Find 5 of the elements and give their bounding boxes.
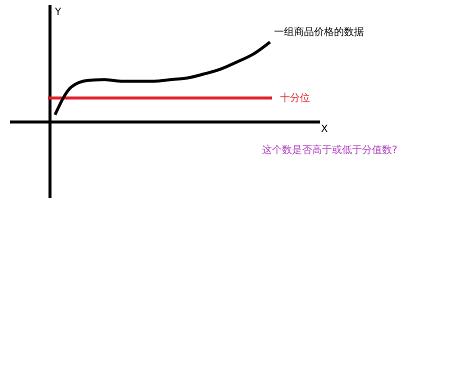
text: 这个数是否高于或低于分值数?	[262, 144, 398, 156]
y-axis-title: Y	[54, 7, 62, 18]
ref-line-label: 十分位	[280, 92, 310, 104]
x-axis-title: X	[321, 124, 328, 135]
series-label: 一组商品价格的数据	[274, 26, 364, 38]
